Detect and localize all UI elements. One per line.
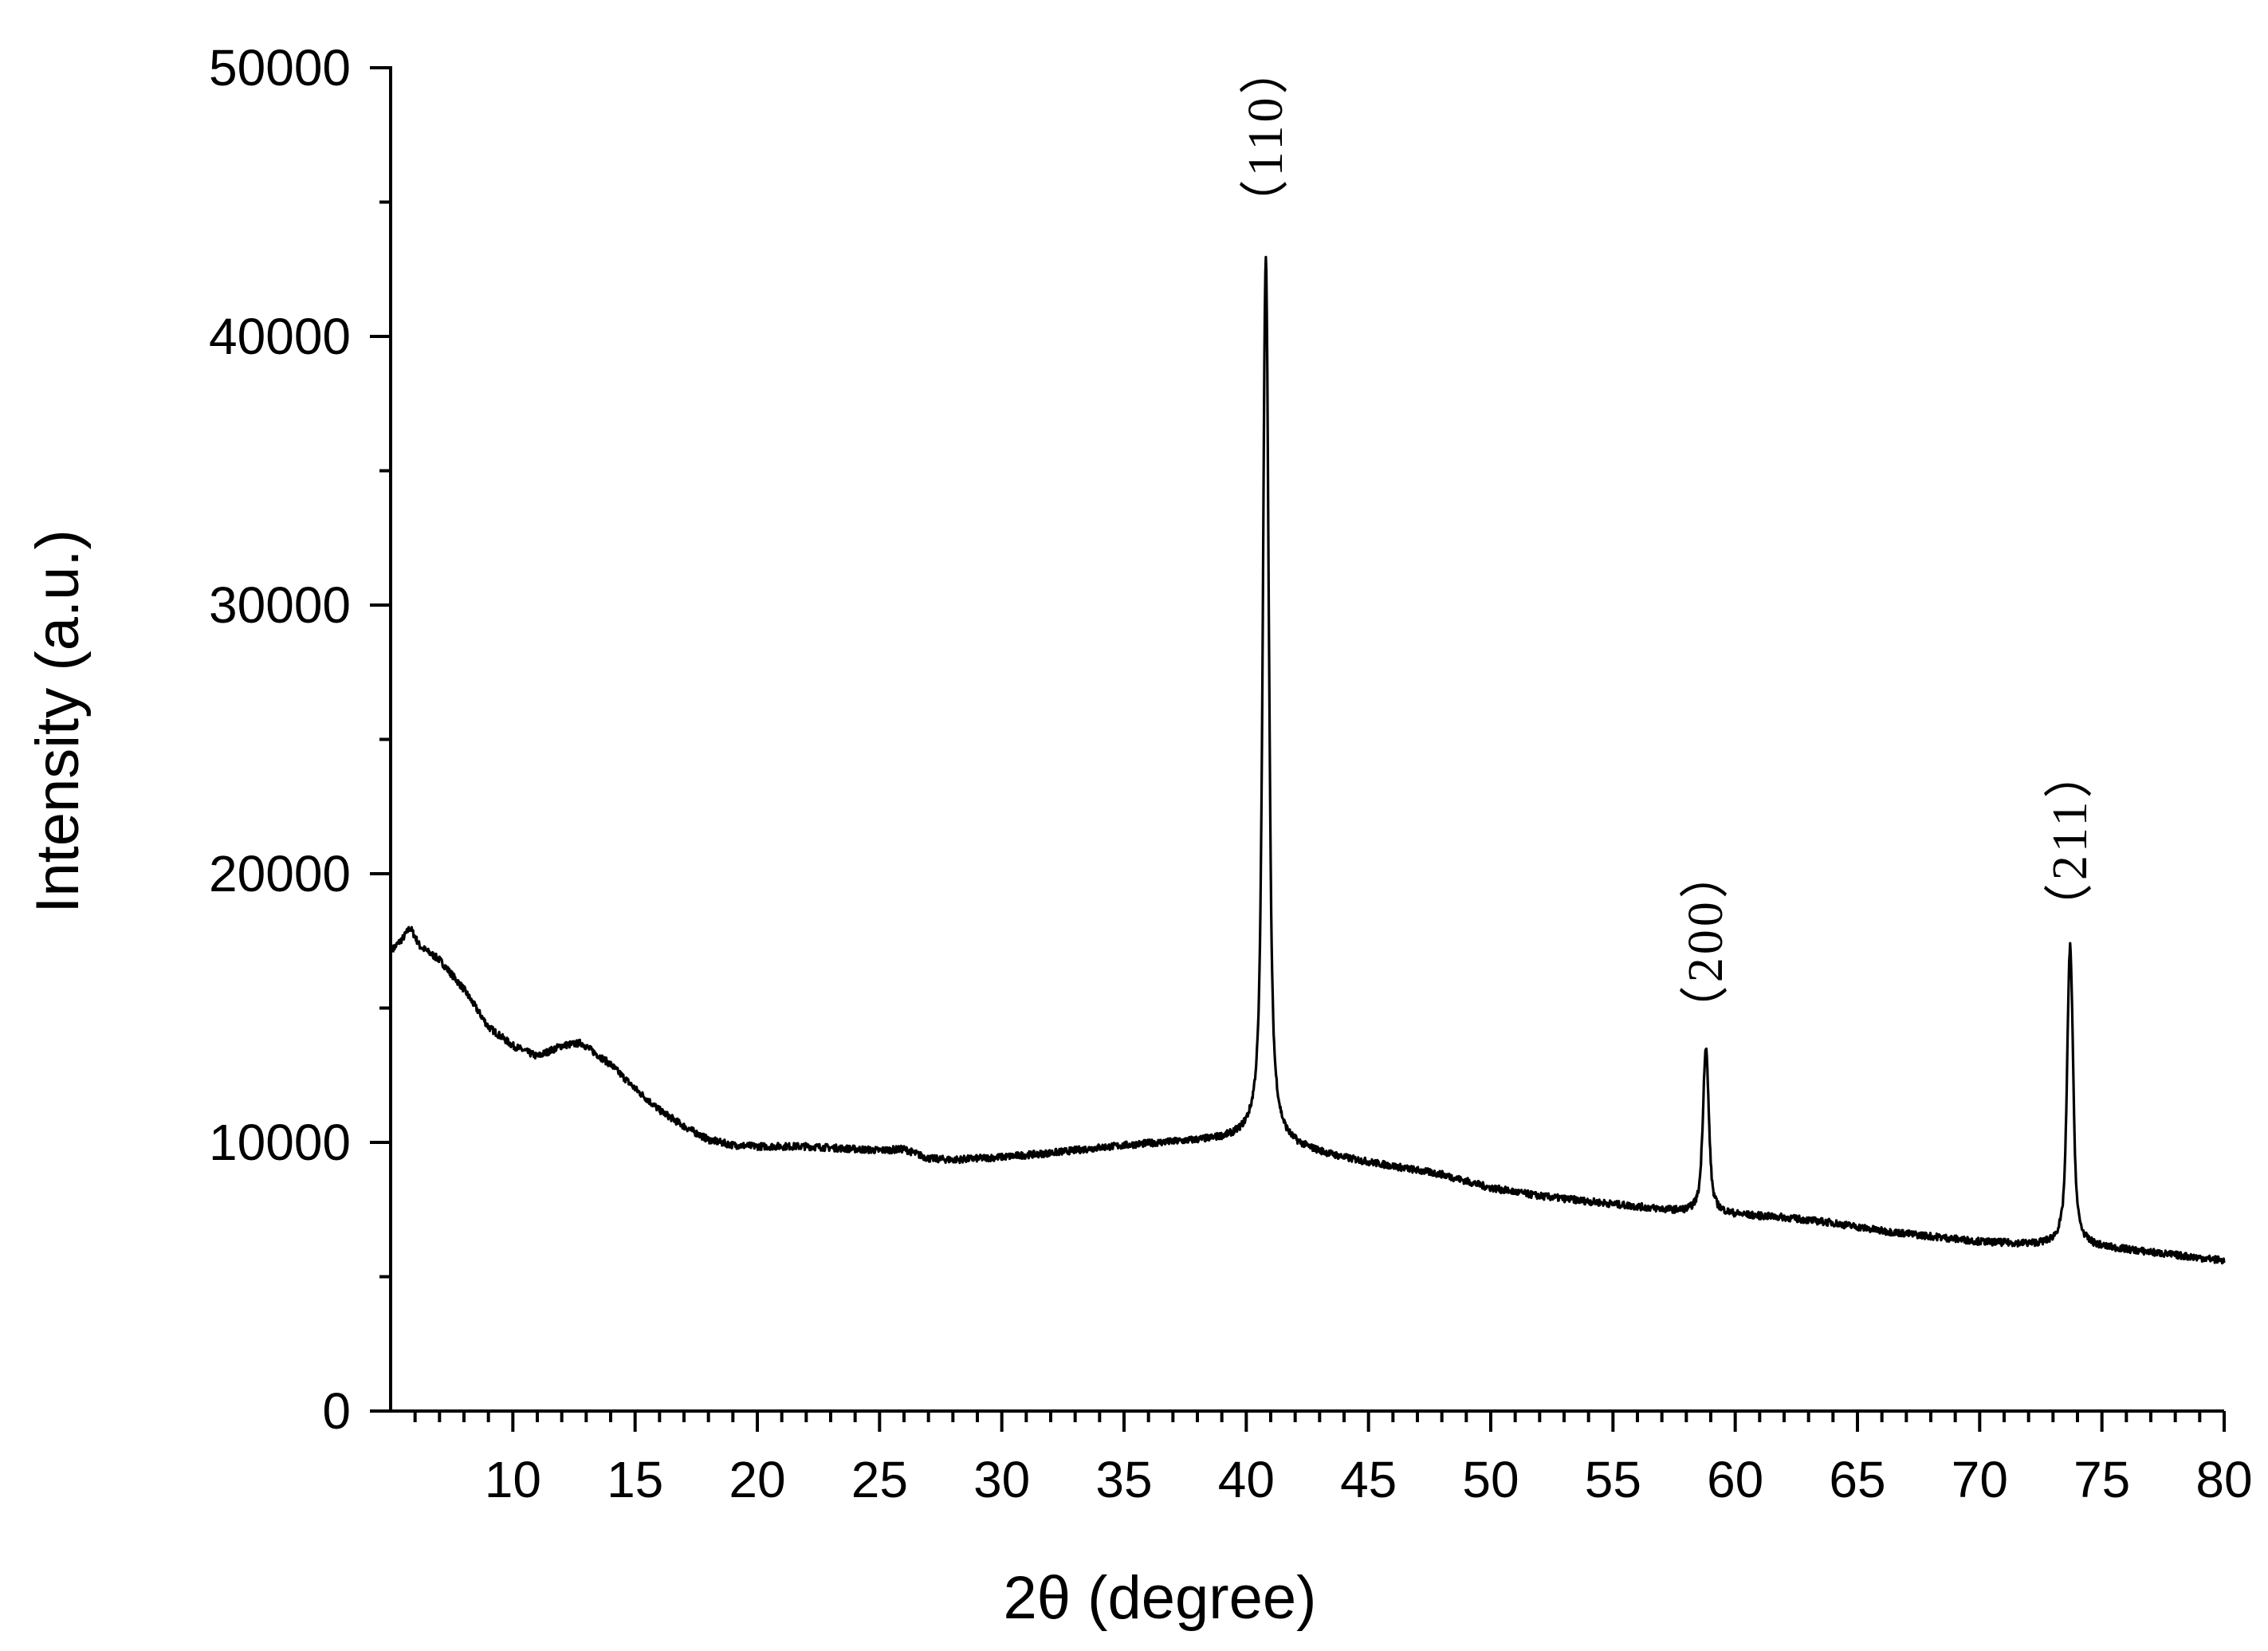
peak-label: （200） — [1679, 846, 1733, 1035]
y-axis-title: Intensity (a.u.) — [24, 529, 92, 914]
x-tick-label: 55 — [1585, 1451, 1641, 1508]
x-tick-label: 30 — [973, 1451, 1030, 1508]
xrd-trace — [391, 255, 2226, 1265]
x-tick-label: 75 — [2073, 1451, 2130, 1508]
x-tick-label: 45 — [1340, 1451, 1397, 1508]
x-tick-label: 60 — [1707, 1451, 1763, 1508]
y-tick-label: 50000 — [209, 39, 351, 96]
y-tick-label: 30000 — [209, 576, 351, 634]
x-axis-title: 2θ (degree) — [1004, 1564, 1317, 1632]
axes: 0 10000 20000 30000 40000 50000 10 15 20 25 30 35 40… — [209, 39, 2253, 1508]
x-tick-label: 40 — [1218, 1451, 1275, 1508]
plot-area: （110） （200） （211） — [391, 41, 2226, 1265]
y-tick-label: 40000 — [209, 308, 351, 365]
x-tick-label: 25 — [851, 1451, 908, 1508]
y-tick-label: 10000 — [209, 1114, 351, 1171]
x-tick-label: 10 — [485, 1451, 541, 1508]
x-tick-label: 65 — [1829, 1451, 1885, 1508]
x-tick-label: 50 — [1462, 1451, 1519, 1508]
peak-label: （110） — [1239, 41, 1293, 229]
x-tick-label: 20 — [729, 1451, 785, 1508]
x-tick-label: 70 — [1952, 1451, 2008, 1508]
peak-label: （211） — [2043, 745, 2097, 933]
y-tick-label: 0 — [322, 1382, 351, 1440]
x-tick-label: 35 — [1095, 1451, 1152, 1508]
y-tick-label: 20000 — [209, 845, 351, 902]
x-tick-label: 15 — [607, 1451, 663, 1508]
x-tick-label: 80 — [2195, 1451, 2252, 1508]
